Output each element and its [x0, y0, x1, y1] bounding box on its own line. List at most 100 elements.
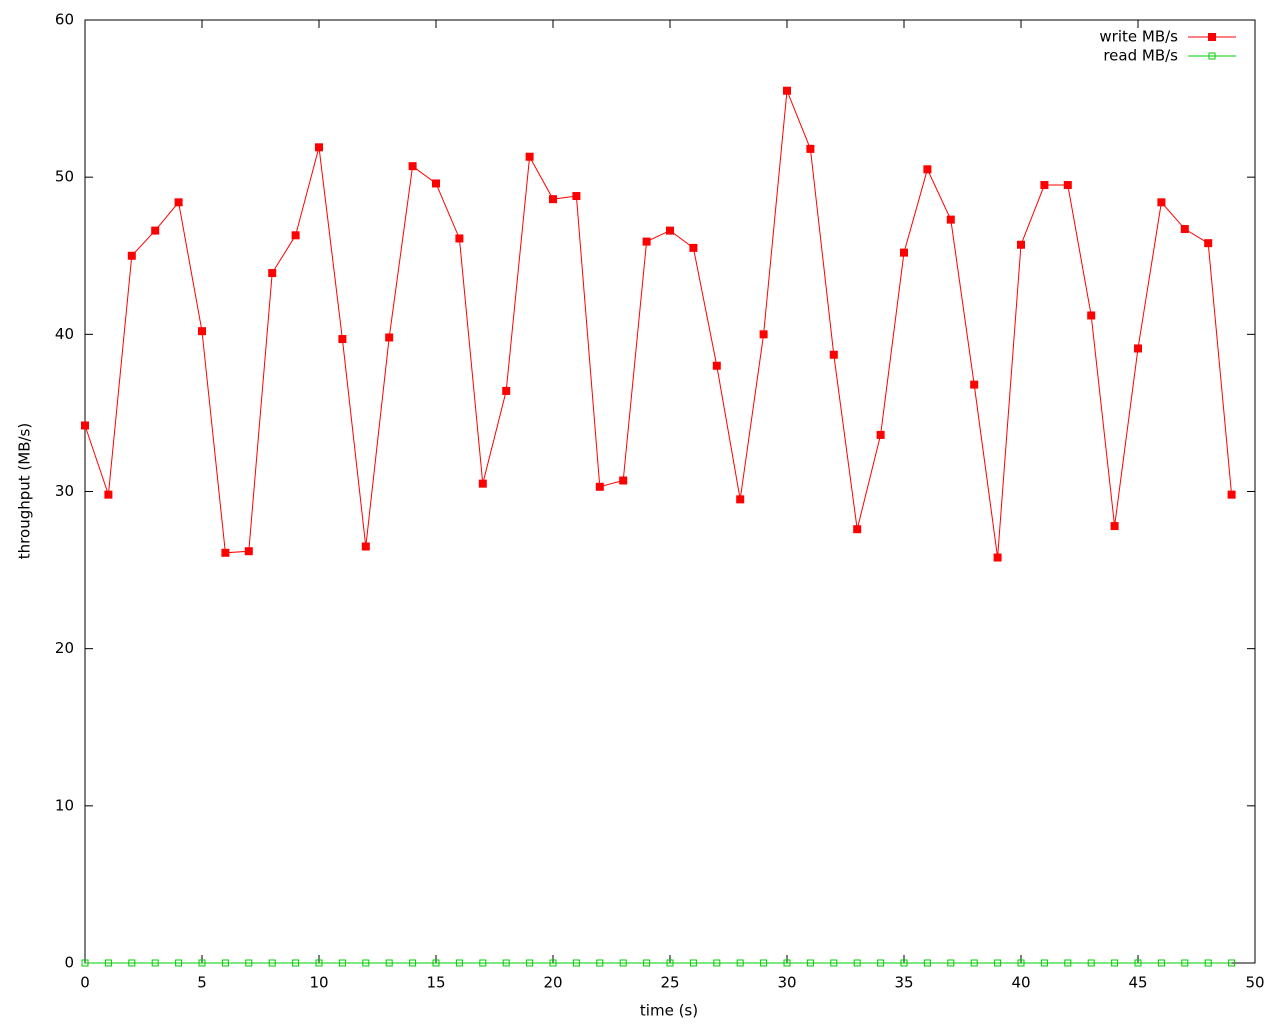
x-tick-label: 30 — [777, 974, 796, 992]
x-tick-label: 5 — [197, 974, 207, 992]
data-point — [338, 335, 347, 344]
data-point — [362, 959, 370, 967]
data-point — [829, 350, 838, 359]
data-point — [876, 430, 885, 439]
data-point — [783, 959, 791, 967]
data-point — [595, 482, 604, 491]
data-point — [993, 553, 1002, 562]
data-point — [268, 959, 276, 967]
data-point — [291, 231, 300, 240]
data-point — [1134, 959, 1142, 967]
y-tick-label: 40 — [55, 325, 74, 343]
data-point — [1063, 181, 1072, 190]
data-point — [455, 959, 463, 967]
data-point — [689, 959, 697, 967]
x-tick-label: 10 — [309, 974, 328, 992]
data-point — [736, 495, 745, 504]
data-point — [806, 959, 814, 967]
data-point — [1040, 181, 1049, 190]
data-point — [572, 192, 581, 201]
data-point — [947, 959, 955, 967]
legend-label: write MB/s — [1099, 28, 1178, 46]
y-tick-label: 20 — [55, 639, 74, 657]
x-tick-label: 35 — [894, 974, 913, 992]
data-point — [385, 959, 393, 967]
legend-marker — [1208, 33, 1216, 41]
data-point — [1204, 959, 1212, 967]
data-point — [549, 959, 557, 967]
data-point — [1228, 959, 1236, 967]
data-point — [245, 959, 253, 967]
data-point — [712, 361, 721, 370]
data-point — [970, 959, 978, 967]
data-point — [432, 959, 440, 967]
x-tick-label: 15 — [426, 974, 445, 992]
data-point — [619, 959, 627, 967]
data-point — [1134, 344, 1142, 353]
data-point — [783, 86, 791, 95]
data-point — [1017, 959, 1025, 967]
data-point — [596, 959, 604, 967]
y-tick-label: 10 — [55, 796, 74, 814]
data-point — [244, 547, 253, 556]
data-point — [689, 243, 698, 252]
data-point — [1181, 959, 1189, 967]
data-point — [221, 959, 229, 967]
data-point — [900, 959, 908, 967]
data-point — [198, 327, 206, 336]
x-axis-label: time (s) — [640, 1002, 698, 1020]
data-point — [923, 959, 931, 967]
data-point — [642, 237, 651, 246]
data-point — [151, 226, 160, 235]
data-point — [432, 179, 440, 188]
data-point — [853, 959, 861, 967]
data-point — [830, 959, 838, 967]
data-point — [408, 162, 417, 171]
legend-label: read MB/s — [1103, 47, 1178, 65]
data-point — [455, 234, 464, 243]
data-point — [970, 380, 979, 389]
data-point — [666, 226, 674, 235]
data-point — [1087, 311, 1096, 320]
data-point — [643, 959, 651, 967]
data-point — [361, 542, 370, 551]
data-point — [572, 959, 580, 967]
x-tick-label: 20 — [543, 974, 562, 992]
x-tick-label: 0 — [80, 974, 90, 992]
data-point — [221, 548, 230, 557]
legend-marker — [1208, 52, 1216, 60]
data-point — [385, 333, 394, 342]
data-point — [1087, 959, 1095, 967]
data-point — [666, 959, 674, 967]
x-tick-label: 25 — [660, 974, 679, 992]
data-point — [128, 959, 136, 967]
data-point — [713, 959, 721, 967]
data-point — [502, 386, 511, 395]
data-point — [946, 215, 955, 224]
data-point — [268, 269, 277, 278]
data-point — [806, 144, 815, 153]
data-point — [127, 251, 136, 260]
data-point — [994, 959, 1002, 967]
data-point — [104, 959, 112, 967]
data-point — [1157, 198, 1166, 207]
y-tick-label: 30 — [55, 482, 74, 500]
data-point — [760, 959, 768, 967]
data-point — [151, 959, 159, 967]
x-tick-label: 40 — [1011, 974, 1030, 992]
data-point — [104, 490, 113, 499]
data-point — [1227, 490, 1236, 499]
data-point — [877, 959, 885, 967]
data-point — [315, 959, 323, 967]
data-point — [315, 143, 323, 152]
data-point — [900, 248, 908, 257]
series-line — [84, 90, 1233, 558]
data-point — [175, 959, 183, 967]
data-point — [619, 476, 628, 485]
data-point — [1180, 225, 1189, 234]
y-tick-label: 50 — [55, 168, 74, 186]
data-point — [1110, 522, 1119, 531]
data-point — [1204, 239, 1213, 248]
